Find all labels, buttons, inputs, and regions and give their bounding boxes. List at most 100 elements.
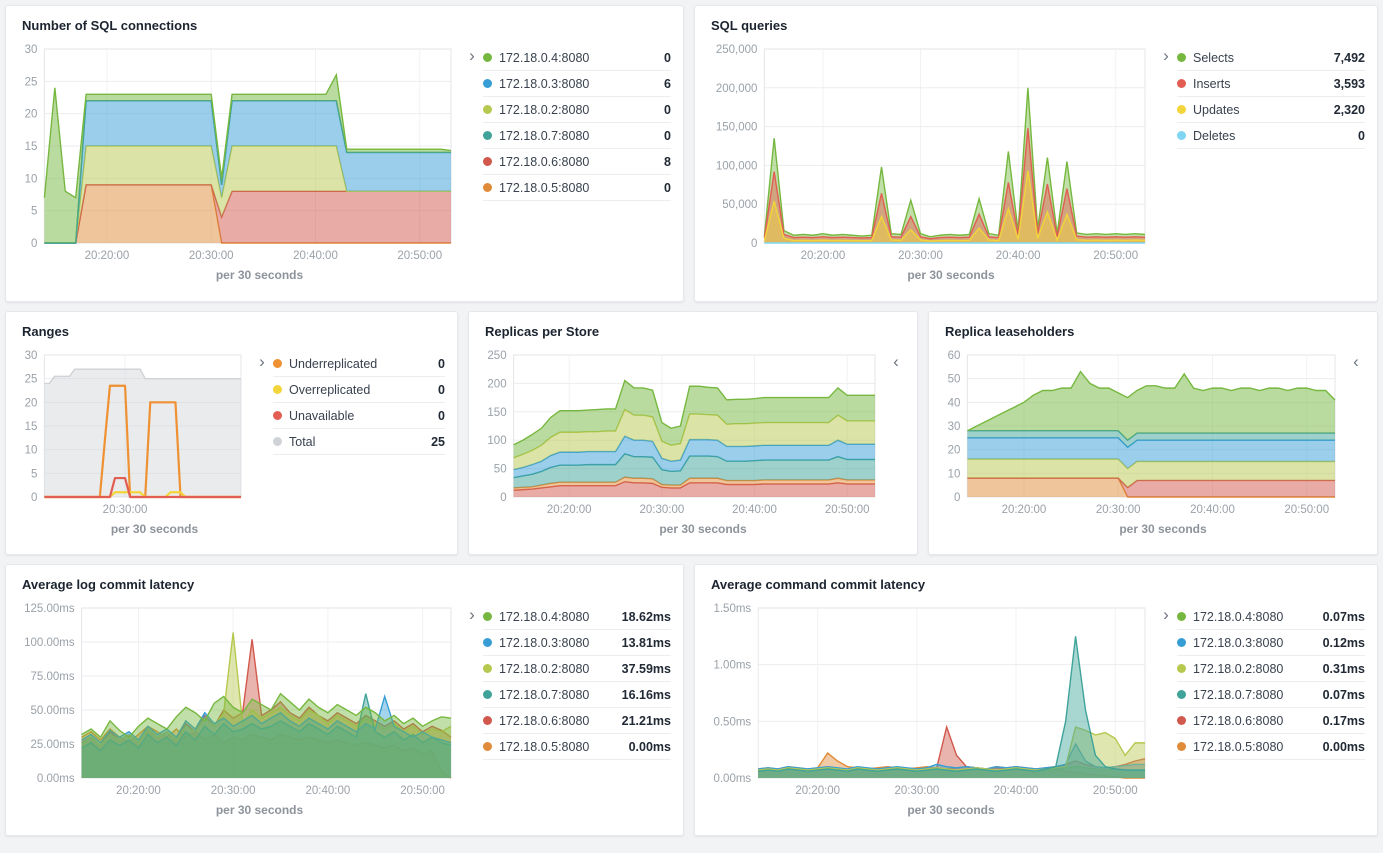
- series-value: 0: [664, 128, 671, 143]
- series-label: Selects: [1193, 50, 1234, 65]
- svg-text:20:40:00: 20:40:00: [732, 504, 777, 516]
- replicas-per-store-chart[interactable]: 20:20:00 20:30:00 20:40:00 20:50:00 0 50 100 15…: [479, 345, 887, 521]
- svg-text:20:40:00: 20:40:00: [1190, 504, 1235, 516]
- svg-text:50,000: 50,000: [722, 199, 757, 211]
- series-value: 0: [664, 102, 671, 117]
- svg-text:250: 250: [487, 350, 506, 362]
- legend-item[interactable]: Inserts 3,593: [1177, 71, 1365, 97]
- series-color-dot: [273, 411, 282, 420]
- series-color-dot: [483, 53, 492, 62]
- svg-text:20:40:00: 20:40:00: [293, 250, 338, 262]
- row-1: Number of SQL connections 20:20:00 20:30:…: [5, 5, 1378, 302]
- legend-item[interactable]: 172.18.0.5:8080 0.00ms: [483, 734, 671, 760]
- svg-text:0.00ms: 0.00ms: [37, 773, 75, 785]
- series-label: 172.18.0.7:8080: [499, 687, 590, 702]
- svg-text:250,000: 250,000: [716, 44, 758, 56]
- legend-item[interactable]: Overreplicated 0: [273, 377, 445, 403]
- series-color-dot: [1177, 131, 1186, 140]
- svg-text:1.00ms: 1.00ms: [713, 660, 751, 672]
- avg-log-commit-latency-chart[interactable]: 20:20:00 20:30:00 20:40:00 20:50:00 0.00ms 25…: [16, 598, 463, 802]
- series-color-dot: [1177, 638, 1186, 647]
- panel-replicas-per-store: Replicas per Store 20:20:00 20:30:00 20:40…: [468, 311, 918, 555]
- series-label: 172.18.0.3:8080: [499, 635, 590, 650]
- sql-connections-chart[interactable]: 20:20:00 20:30:00 20:40:00 20:50:00 0 5 10 15 20…: [16, 39, 463, 267]
- axis-caption: per 30 seconds: [659, 522, 747, 536]
- legend-item[interactable]: Deletes 0: [1177, 123, 1365, 149]
- legend-item[interactable]: Updates 2,320: [1177, 97, 1365, 123]
- svg-text:15: 15: [25, 141, 38, 153]
- legend-item[interactable]: Unavailable 0: [273, 403, 445, 429]
- legend-item[interactable]: 172.18.0.4:8080 18.62ms: [483, 604, 671, 630]
- legend-item[interactable]: 172.18.0.6:8080 21.21ms: [483, 708, 671, 734]
- legend-item[interactable]: 172.18.0.3:8080 13.81ms: [483, 630, 671, 656]
- series-color-dot: [1177, 79, 1186, 88]
- svg-text:20:20:00: 20:20:00: [116, 785, 161, 797]
- svg-text:0: 0: [31, 492, 37, 504]
- ranges-chart[interactable]: 20:30:00 0 5 10 15 20 25 30: [16, 345, 253, 521]
- legend-collapse-icon[interactable]: ›: [469, 46, 475, 65]
- svg-text:25: 25: [25, 76, 38, 88]
- replica-leaseholders-chart[interactable]: 20:20:00 20:30:00 20:40:00 20:50:00 0 10 20 30 4…: [939, 345, 1347, 521]
- series-label: 172.18.0.6:8080: [499, 154, 590, 169]
- legend-item[interactable]: 172.18.0.2:8080 0: [483, 97, 671, 123]
- legend-item[interactable]: 172.18.0.5:8080 0: [483, 175, 671, 201]
- svg-text:20:50:00: 20:50:00: [397, 250, 442, 262]
- legend-item[interactable]: 172.18.0.2:8080 37.59ms: [483, 656, 671, 682]
- series-value: 0.00ms: [628, 739, 671, 754]
- legend-item[interactable]: Underreplicated 0: [273, 351, 445, 377]
- legend-item[interactable]: 172.18.0.3:8080 6: [483, 71, 671, 97]
- svg-text:20:20:00: 20:20:00: [85, 250, 130, 262]
- panel-title: Number of SQL connections: [22, 18, 198, 33]
- svg-text:100.00ms: 100.00ms: [24, 637, 75, 649]
- series-label: Inserts: [1193, 76, 1231, 91]
- series-value: 37.59ms: [621, 661, 671, 676]
- legend-item[interactable]: 172.18.0.7:8080 0: [483, 123, 671, 149]
- legend-expand-icon[interactable]: ‹: [1353, 352, 1359, 371]
- legend-item[interactable]: 172.18.0.2:8080 0.31ms: [1177, 656, 1365, 682]
- axis-caption: per 30 seconds: [215, 803, 304, 817]
- series-label: 172.18.0.4:8080: [1193, 609, 1284, 624]
- panel-title: Average command commit latency: [711, 577, 926, 592]
- series-value: 2,320: [1333, 102, 1365, 117]
- series-color-dot: [1177, 612, 1186, 621]
- legend-item[interactable]: 172.18.0.6:8080 0.17ms: [1177, 708, 1365, 734]
- panel-title: Replica leaseholders: [945, 324, 1075, 339]
- series-color-dot: [483, 157, 492, 166]
- legend-expand-icon[interactable]: ‹: [893, 352, 899, 371]
- svg-text:5: 5: [31, 206, 37, 218]
- legend-item[interactable]: Total 25: [273, 429, 445, 455]
- legend-item[interactable]: 172.18.0.7:8080 16.16ms: [483, 682, 671, 708]
- svg-text:100,000: 100,000: [716, 160, 758, 172]
- legend-collapse-icon[interactable]: ›: [1163, 46, 1169, 65]
- series-color-dot: [273, 385, 282, 394]
- panel-avg-command-commit-latency: Average command commit latency 20:20:00 2…: [694, 564, 1378, 836]
- series-color-dot: [1177, 53, 1186, 62]
- svg-text:20:20:00: 20:20:00: [795, 785, 840, 797]
- avg-command-commit-latency-chart[interactable]: 20:20:00 20:30:00 20:40:00 20:50:00 0.00ms 0.…: [705, 598, 1157, 802]
- sql-queries-chart[interactable]: 20:20:00 20:30:00 20:40:00 20:50:00 0 50,000 1…: [705, 39, 1157, 267]
- panel-title: SQL queries: [711, 18, 788, 33]
- svg-text:125.00ms: 125.00ms: [24, 603, 75, 615]
- legend-item[interactable]: 172.18.0.4:8080 0: [483, 45, 671, 71]
- legend-item[interactable]: 172.18.0.6:8080 8: [483, 149, 671, 175]
- series-color-dot: [1177, 690, 1186, 699]
- svg-text:25: 25: [25, 374, 38, 386]
- legend-item[interactable]: 172.18.0.4:8080 0.07ms: [1177, 604, 1365, 630]
- svg-text:60: 60: [948, 350, 961, 362]
- legend-item[interactable]: 172.18.0.3:8080 0.12ms: [1177, 630, 1365, 656]
- legend-item[interactable]: 172.18.0.5:8080 0.00ms: [1177, 734, 1365, 760]
- svg-text:150,000: 150,000: [716, 122, 758, 134]
- legend-item[interactable]: 172.18.0.7:8080 0.07ms: [1177, 682, 1365, 708]
- legend-collapse-icon[interactable]: ›: [1163, 605, 1169, 624]
- legend-collapse-icon[interactable]: ›: [259, 352, 265, 371]
- legend-item[interactable]: Selects 7,492: [1177, 45, 1365, 71]
- svg-text:50.00ms: 50.00ms: [30, 705, 74, 717]
- svg-text:20:50:00: 20:50:00: [400, 785, 445, 797]
- series-value: 0: [1358, 128, 1365, 143]
- svg-text:0: 0: [954, 492, 960, 504]
- series-label: Total: [289, 434, 316, 449]
- series-value: 18.62ms: [621, 609, 671, 624]
- svg-text:0: 0: [751, 238, 757, 250]
- series-value: 0.17ms: [1322, 713, 1365, 728]
- legend-collapse-icon[interactable]: ›: [469, 605, 475, 624]
